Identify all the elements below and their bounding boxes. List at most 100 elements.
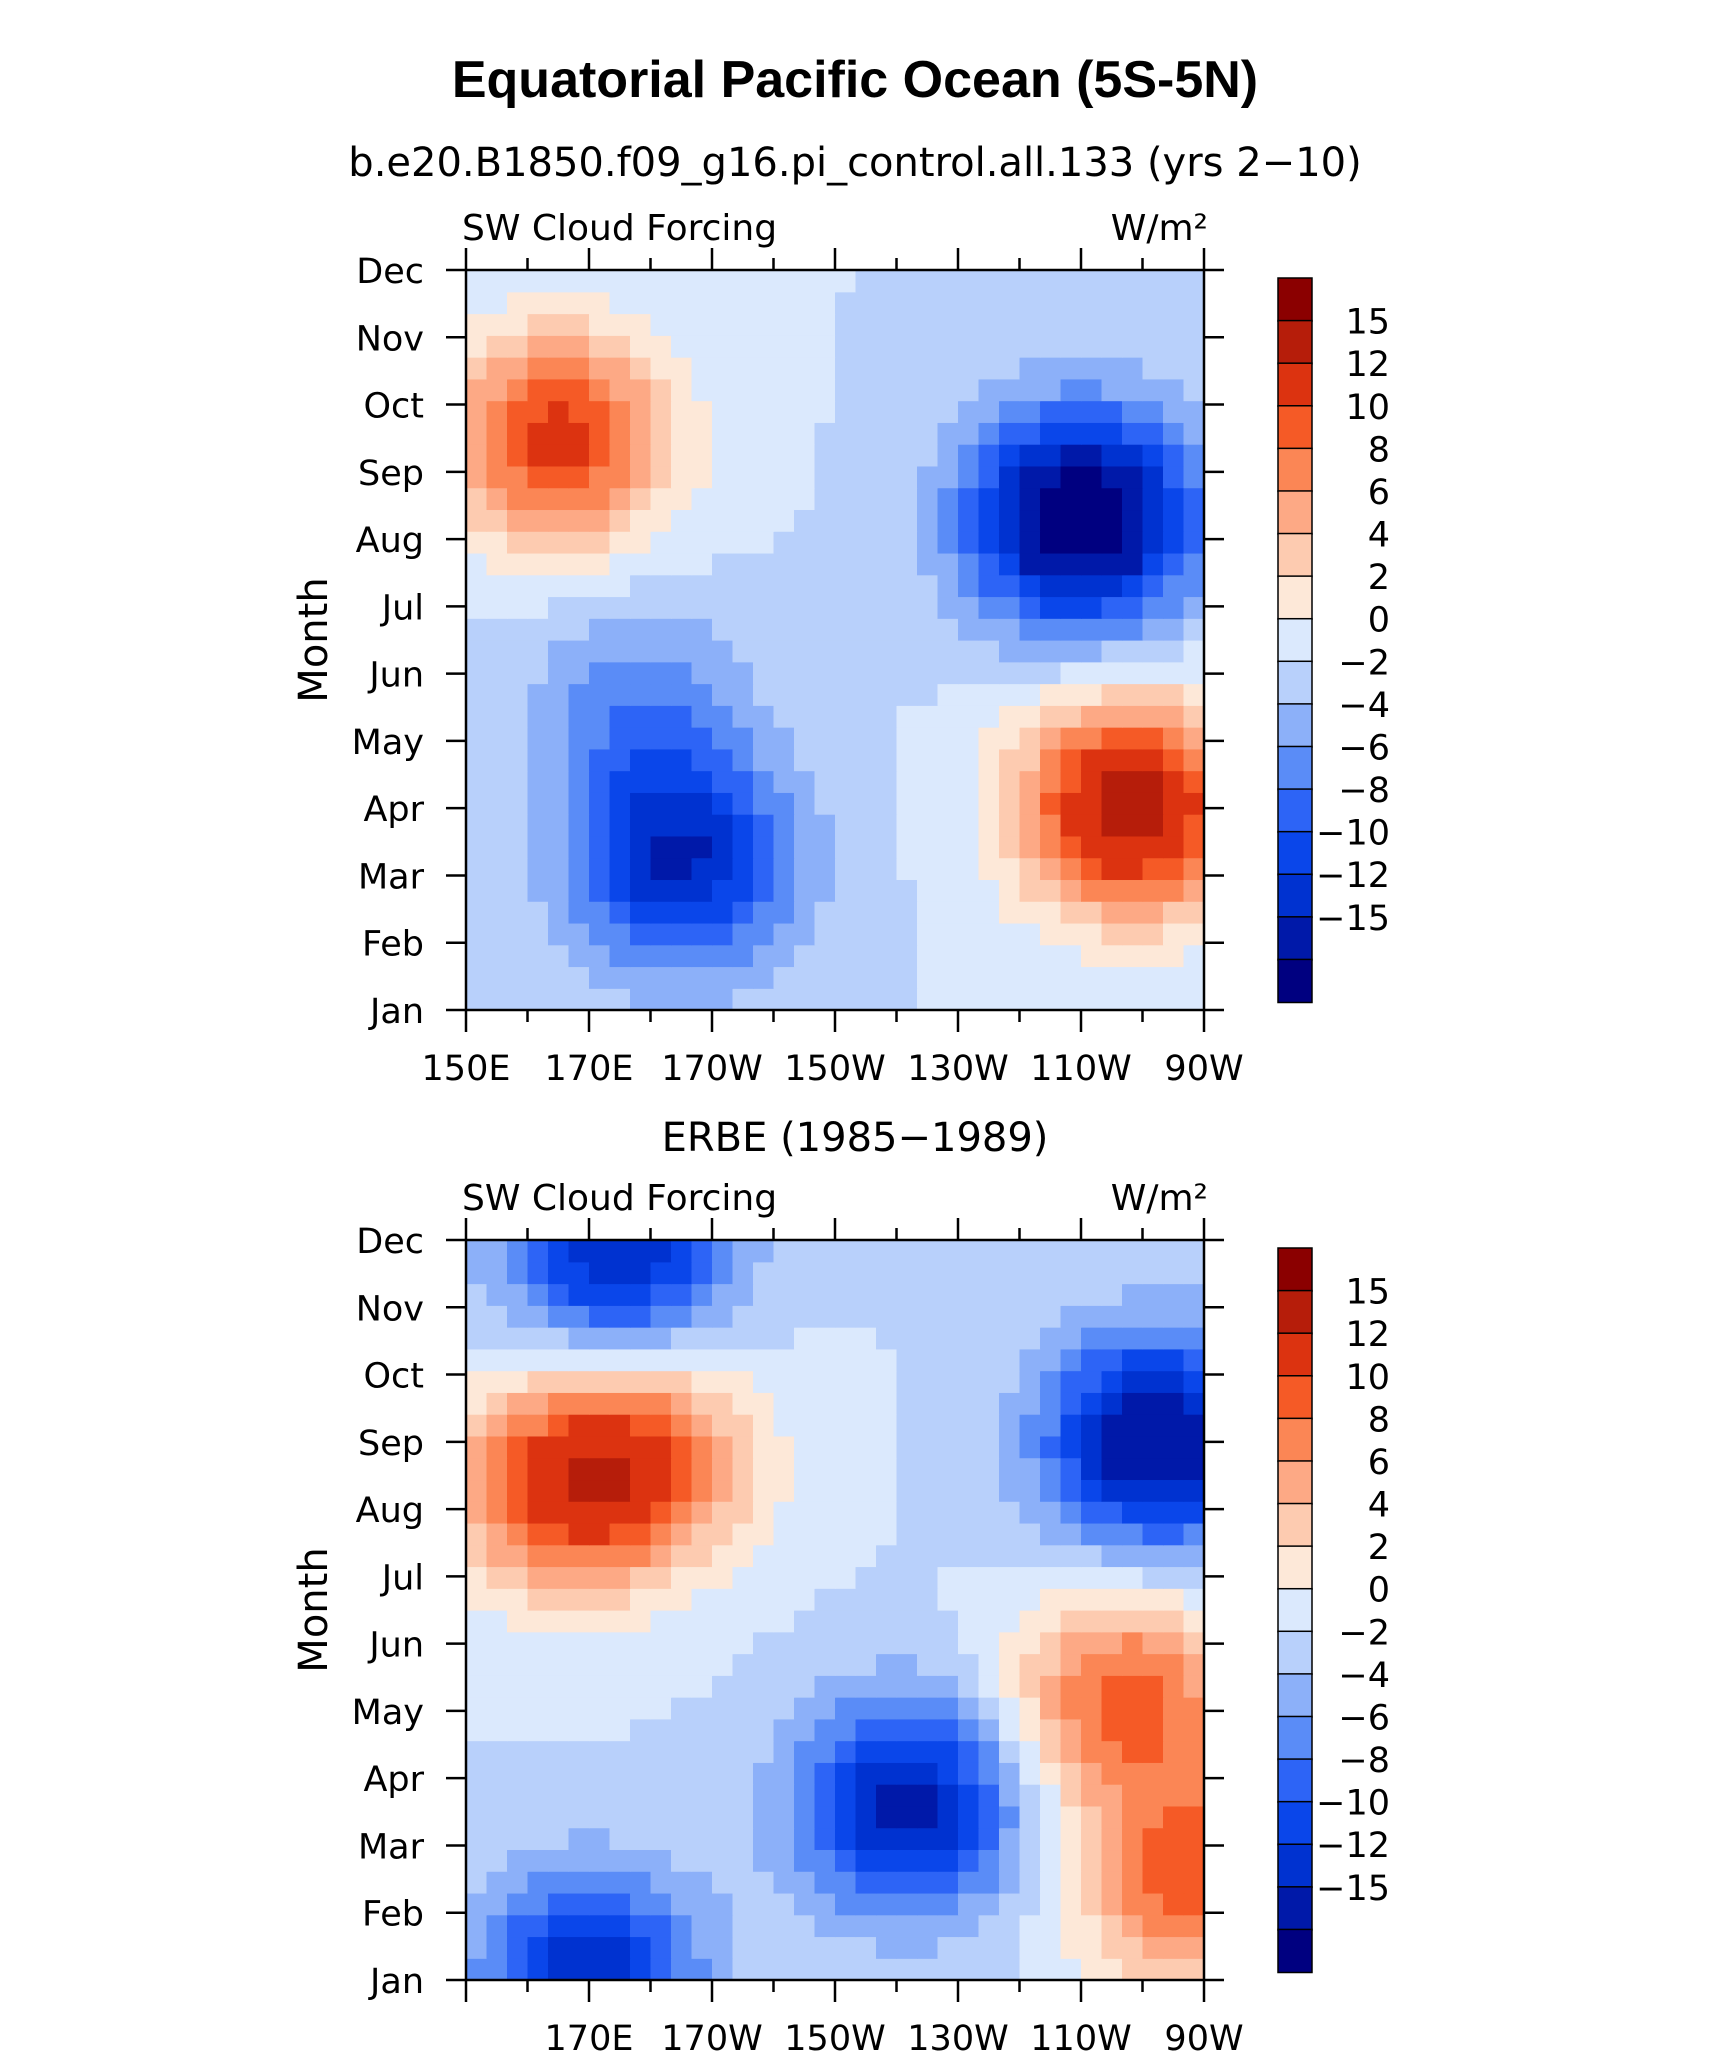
field-cell bbox=[486, 683, 508, 706]
field-cell bbox=[527, 1653, 549, 1676]
field-cell bbox=[753, 814, 775, 837]
field-cell bbox=[773, 748, 795, 772]
field-cell bbox=[1142, 444, 1164, 467]
field-cell bbox=[1142, 661, 1164, 685]
field-cell bbox=[773, 1827, 795, 1851]
field-cell bbox=[958, 552, 980, 576]
field-cell bbox=[896, 1914, 918, 1938]
field-cell bbox=[753, 1588, 775, 1611]
field-cell bbox=[1101, 1283, 1123, 1306]
field-cell bbox=[671, 1784, 693, 1807]
field-cell bbox=[466, 901, 488, 924]
field-cell bbox=[466, 944, 488, 968]
field-cell bbox=[855, 1588, 877, 1611]
field-cell bbox=[630, 683, 652, 706]
field-cell bbox=[589, 966, 611, 989]
field-cell bbox=[548, 857, 570, 881]
field-cell bbox=[548, 1327, 570, 1350]
field-cell bbox=[1183, 1414, 1205, 1437]
field-cell bbox=[773, 357, 795, 380]
x-tick-label: 150E bbox=[422, 1049, 511, 1089]
field-cell bbox=[835, 901, 857, 924]
field-cell bbox=[1142, 487, 1164, 511]
field-cell bbox=[1019, 1631, 1041, 1655]
field-cell bbox=[507, 1936, 529, 1959]
field-cell bbox=[753, 1414, 775, 1437]
field-cell bbox=[732, 1544, 754, 1568]
field-cell bbox=[650, 705, 672, 728]
field-cell bbox=[1040, 1827, 1062, 1851]
field-cell bbox=[978, 1936, 1000, 1959]
field-cell bbox=[507, 1435, 529, 1459]
field-cell bbox=[1101, 444, 1123, 467]
field-cell bbox=[1101, 1566, 1123, 1589]
field-cell bbox=[732, 857, 754, 881]
field-cell bbox=[876, 966, 898, 989]
field-cell bbox=[814, 1849, 836, 1872]
field-cell bbox=[1081, 1610, 1103, 1633]
colorbar-label: −6 bbox=[1338, 728, 1390, 768]
field-cell bbox=[1060, 531, 1082, 554]
field-cell bbox=[814, 1392, 836, 1415]
field-cell bbox=[917, 1327, 939, 1350]
field-cell bbox=[732, 1697, 754, 1720]
field-cell bbox=[650, 444, 672, 467]
field-cell bbox=[1142, 1501, 1164, 1524]
field-cell bbox=[958, 1501, 980, 1524]
field-cell bbox=[999, 705, 1021, 728]
field-cell bbox=[1163, 1871, 1185, 1894]
colorbar-box bbox=[1277, 1587, 1313, 1633]
field-cell bbox=[1122, 1588, 1144, 1611]
field-cell bbox=[753, 618, 775, 641]
field-cell bbox=[978, 1610, 1000, 1633]
field-cell bbox=[548, 618, 570, 641]
field-cell bbox=[753, 1544, 775, 1568]
field-cell bbox=[671, 944, 693, 968]
field-cell bbox=[691, 814, 713, 837]
field-cell bbox=[1060, 727, 1082, 750]
field-cell bbox=[466, 313, 488, 336]
field-cell bbox=[1163, 1827, 1185, 1851]
field-cell bbox=[1122, 1370, 1144, 1393]
field-cell bbox=[712, 1805, 734, 1829]
field-cell bbox=[999, 1805, 1021, 1829]
field-cell bbox=[589, 922, 611, 946]
field-cell bbox=[835, 966, 857, 989]
field-cell bbox=[835, 748, 857, 772]
field-cell bbox=[548, 1414, 570, 1437]
field-cell bbox=[691, 1805, 713, 1829]
field-cell bbox=[876, 1566, 898, 1589]
field-cell bbox=[1142, 857, 1164, 881]
field-cell bbox=[712, 988, 734, 1011]
field-cell bbox=[691, 291, 713, 315]
field-cell bbox=[958, 770, 980, 793]
field-cell bbox=[1101, 1914, 1123, 1938]
field-cell bbox=[1019, 1544, 1041, 1568]
field-cell bbox=[835, 1784, 857, 1807]
field-cell bbox=[1081, 1479, 1103, 1502]
field-cell bbox=[1081, 1261, 1103, 1285]
field-cell bbox=[958, 422, 980, 445]
field-cell bbox=[753, 335, 775, 358]
field-cell bbox=[1040, 1631, 1062, 1655]
field-cell bbox=[917, 574, 939, 598]
field-cell bbox=[958, 1610, 980, 1633]
field-cell bbox=[794, 400, 816, 423]
field-cell bbox=[917, 1805, 939, 1829]
field-cell bbox=[917, 313, 939, 336]
field-cell bbox=[999, 922, 1021, 946]
field-cell bbox=[1040, 1936, 1062, 1959]
field-cell bbox=[1142, 1871, 1164, 1894]
field-cell bbox=[917, 1544, 939, 1568]
field-cell bbox=[589, 1414, 611, 1437]
field-label: SW Cloud Forcing bbox=[462, 1178, 777, 1219]
field-cell bbox=[1040, 1544, 1062, 1568]
field-cell bbox=[1183, 1849, 1205, 1872]
field-cell bbox=[527, 922, 549, 946]
field-cell bbox=[814, 1501, 836, 1524]
field-cell bbox=[794, 727, 816, 750]
panel-2-title: ERBE (1985−1989) bbox=[661, 1115, 1049, 1161]
field-cell bbox=[896, 400, 918, 423]
field-cell bbox=[937, 879, 959, 902]
field-cell bbox=[1060, 357, 1082, 380]
